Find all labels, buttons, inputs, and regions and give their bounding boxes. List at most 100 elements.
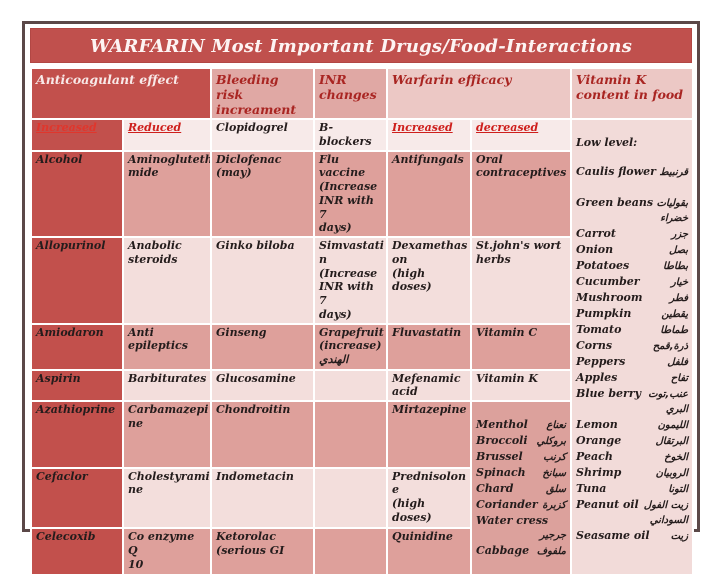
subheader-reduced: Reduced: [121, 118, 213, 152]
food-name-arabic: طماطا: [660, 324, 689, 336]
table-row: Celecoxib Co enzyme Q 10 Ketorolac (seri…: [30, 527, 693, 576]
food-line: Orange البرتقال: [576, 433, 688, 449]
food-name-arabic: تفاح: [670, 372, 689, 384]
reduced-effect-cell: Cholestyrami ne: [121, 466, 213, 530]
vitamin-k-food-cell: Low level: Caulis flower قرنبيط Green bean…: [570, 118, 695, 576]
efficacy-increased-cell: Quinidine: [386, 527, 473, 576]
food-line: [576, 180, 688, 195]
header-anticoagulant-effect: Anticoagulant effect: [29, 67, 213, 120]
food-line: جرجير: [476, 528, 566, 543]
inr-changes-cell: [313, 400, 389, 469]
food-name-english: Carrot: [576, 226, 616, 240]
food-name-english: Brussel: [476, 449, 523, 463]
food-name-english: Shrimp: [576, 465, 622, 479]
efficacy-decreased-cell: Vitamin K: [470, 368, 573, 402]
food-name-arabic: ذرة,قمح: [652, 340, 689, 352]
drug-name-cell: Celecoxib: [30, 527, 124, 576]
food-name-english: Broccoli: [476, 433, 528, 447]
food-name-english: Onion: [576, 242, 614, 256]
food-line: Tuna التونا: [576, 481, 688, 497]
subheader-efficacy-increased: Increased: [386, 118, 473, 152]
header-inr-changes: INR changes: [313, 67, 389, 120]
food-line: Coriander كزبرة: [476, 497, 566, 513]
food-name-arabic: قرنبيط: [659, 166, 689, 178]
header-row-2: Increased Reduced Clopidogrel B-blockers…: [30, 118, 695, 576]
bleeding-risk-cell: Ketorolac (serious GI: [210, 527, 316, 576]
food-name-arabic: السوداني: [649, 514, 689, 526]
food-name-arabic: زيت: [670, 530, 689, 542]
food-name-arabic: بروكلي: [536, 435, 567, 447]
efficacy-increased-cell: Dexamethas on (high doses): [386, 236, 473, 325]
food-name-english: Spinach: [476, 465, 526, 479]
table-row: Alcohol Aminogluteth mide Diclofenac (ma…: [30, 149, 693, 238]
inr-changes-cell: Grapefruit (increase) الهندي: [313, 322, 389, 371]
food-name-arabic: كزبرة: [542, 499, 567, 511]
food-line: Broccoli بروكلي: [476, 433, 566, 449]
reduced-effect-cell: Anti epileptics: [121, 322, 213, 371]
header-vitamin-k: Vitamin K content in food: [570, 67, 695, 120]
inr-changes-cell: [313, 527, 389, 576]
food-name-english: Tomato: [576, 322, 622, 336]
food-name-arabic: سبانخ: [542, 467, 567, 479]
food-line: Caulis flower قرنبيط: [576, 164, 688, 180]
food-line: Green beans بقوليات: [576, 195, 688, 211]
subheader-efficacy-decreased: decreased: [470, 118, 573, 152]
food-name-english: Menthol: [476, 417, 528, 431]
food-line: Menthol نعناع: [476, 417, 566, 433]
food-name-english: Tuna: [576, 481, 607, 495]
food-name-arabic: خيار: [670, 276, 689, 288]
reduced-effect-cell: Aminogluteth mide: [121, 149, 213, 238]
food-name-arabic: الليمون: [657, 419, 689, 431]
inr-changes-cell: [313, 368, 389, 402]
food-name-arabic: كرنب: [543, 451, 567, 463]
food-name-english: Apples: [576, 370, 618, 384]
food-name-english: Coriander: [476, 497, 538, 511]
food-line: Peach الخوخ: [576, 449, 688, 465]
food-line: السوداني: [576, 513, 688, 528]
title-bar: WARFARIN Most Important Drugs/Food-Inter…: [30, 28, 692, 63]
reduced-effect-cell: Barbiturates: [121, 368, 213, 402]
food-line: Apples تفاح: [576, 370, 688, 386]
food-line: Brussel كرنب: [476, 449, 566, 465]
food-line: خضراء: [576, 211, 688, 226]
reduced-effect-cell: Carbamazepi ne: [121, 400, 213, 469]
food-line: Potatoes بطاطا: [576, 258, 688, 274]
bleeding-risk-cell: Ginko biloba: [210, 236, 316, 325]
food-line: Chard سلق: [476, 481, 566, 497]
food-name-arabic: زيت الفول: [643, 499, 689, 511]
food-line: Carrot جزر: [576, 226, 688, 242]
food-name-english: Caulis flower: [576, 164, 656, 178]
food-line: Water cress: [476, 513, 566, 528]
food-line: Corns ذرة,قمح: [576, 338, 688, 354]
table-row: Allopurinol Anabolic steroids Ginko bilo…: [30, 236, 693, 325]
efficacy-decreased-cell: St.john's wort herbs: [470, 236, 573, 325]
food-line: Peanut oil زيت الفول: [576, 497, 688, 513]
food-line: Tomato طماطا: [576, 322, 688, 338]
efficacy-increased-cell: Mefenamic acid: [386, 368, 473, 402]
reduced-effect-cell: Anabolic steroids: [121, 236, 213, 325]
food-line: Peppers فلفل: [576, 354, 688, 370]
efficacy-increased-cell: Antifungals: [386, 149, 473, 238]
inr-changes-cell: [313, 466, 389, 530]
bleeding-risk-cell: Diclofenac (may): [210, 149, 316, 238]
food-line: Mushroom فطر: [576, 290, 688, 306]
table-row: Aspirin Barbiturates Glucosamine Mefenam…: [30, 368, 693, 402]
low-level-label: Low level:: [576, 135, 638, 149]
food-name-english: Green beans: [576, 195, 654, 209]
food-name-arabic: فلفل: [667, 356, 689, 368]
vitamin-k-food-list: Caulis flower قرنبيط Green beans بقوليات خضر…: [576, 164, 688, 544]
vitamin-k-vegetable-list: Menthol نعناع Broccoli بروكلي Brussel كرنب Spi…: [476, 417, 566, 559]
food-name-english: Peanut oil: [576, 497, 639, 511]
food-name-english: Corns: [576, 338, 613, 352]
food-line: Pumpkin يقطين: [576, 306, 688, 322]
efficacy-increased-cell: Mirtazepine: [386, 400, 473, 469]
efficacy-decreased-cell: Vitamin C: [470, 322, 573, 371]
header-row-1: Anticoagulant effect Bleeding risk incre…: [29, 67, 695, 120]
header-bleeding-risk: Bleeding risk increament: [210, 67, 316, 120]
subheader-clopidogrel: Clopidogrel: [210, 118, 316, 152]
table-row: Cefaclor Cholestyrami ne Indometacin Pre…: [30, 466, 693, 530]
bleeding-risk-cell: Glucosamine: [210, 368, 316, 402]
bleeding-risk-cell: Chondroitin: [210, 400, 316, 469]
food-name-arabic: نعناع: [546, 419, 567, 431]
food-name-arabic: الخوخ: [664, 451, 689, 463]
